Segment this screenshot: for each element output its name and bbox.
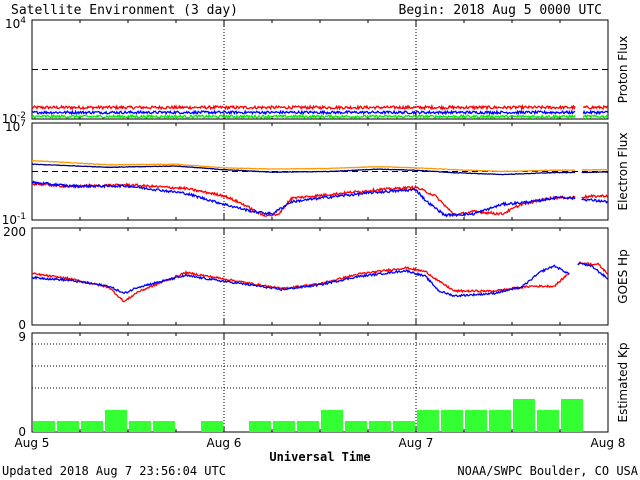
x-axis-label: Universal Time	[269, 450, 370, 464]
kp-bar	[81, 421, 103, 432]
kp-bar	[297, 421, 319, 432]
estimated-kp-panel: 9 0 Estimated Kp	[18, 330, 630, 439]
kp-bar	[441, 410, 463, 432]
kp-bar	[561, 399, 583, 432]
proton-flux-label: Proton Flux	[616, 36, 630, 103]
updated-timestamp: Updated 2018 Aug 7 23:56:04 UTC	[2, 464, 226, 478]
chart-title: Satellite Environment (3 day)	[11, 3, 238, 18]
estimated-kp-label: Estimated Kp	[616, 343, 630, 423]
y-tick-label: 107	[5, 119, 26, 134]
goes-hp-label: GOES Hp	[616, 249, 630, 303]
electron-flux-label: Electron Flux	[616, 133, 630, 211]
kp-bar	[465, 410, 487, 432]
kp-bar	[273, 421, 295, 432]
kp-bar	[201, 421, 223, 432]
y-tick-label: 200	[3, 225, 26, 239]
proton-flux-panel: 104 10-2 Proton Flux	[2, 16, 630, 126]
kp-bar	[417, 410, 439, 432]
y-tick-label: 10-1	[2, 212, 26, 227]
y-tick-label: 0	[18, 425, 26, 439]
kp-bar	[393, 421, 415, 432]
kp-bar	[489, 410, 511, 432]
y-tick-label: 10-2	[2, 111, 26, 126]
kp-bar	[369, 421, 391, 432]
kp-bar	[33, 421, 55, 432]
series-green	[31, 113, 609, 120]
kp-bar	[321, 410, 343, 432]
series-blue	[31, 180, 609, 218]
series-blue	[31, 109, 609, 116]
series-orange	[32, 159, 609, 173]
kp-bar	[345, 421, 367, 432]
panel-frame	[31, 19, 609, 120]
kp-bar	[249, 421, 271, 432]
series-red	[31, 103, 609, 112]
electron-flux-panel: 107 10-1 Electron Flux	[2, 119, 630, 227]
x-tick-label: Aug 5	[15, 436, 50, 450]
series-blue	[31, 261, 609, 298]
panel-frame	[31, 227, 609, 326]
kp-bar	[513, 399, 535, 432]
kp-bar	[153, 421, 175, 432]
x-tick-label: Aug 7	[399, 436, 434, 450]
goes-hp-panel: 200 0 GOES Hp	[3, 225, 630, 332]
noaa-credit: NOAA/SWPC Boulder, CO USA	[457, 464, 638, 478]
y-tick-label: 9	[18, 330, 26, 344]
series-navy	[32, 163, 609, 176]
x-tick-label: Aug 8	[591, 436, 626, 450]
begin-time: Begin: 2018 Aug 5 0000 UTC	[399, 3, 603, 18]
kp-bar	[537, 410, 559, 432]
y-tick-label: 0	[18, 318, 26, 332]
y-tick-label: 104	[5, 16, 26, 31]
x-tick-label: Aug 6	[207, 436, 242, 450]
panel-frame	[31, 332, 609, 433]
kp-bar	[57, 421, 79, 432]
kp-bar	[129, 421, 151, 432]
kp-bar	[105, 410, 127, 432]
